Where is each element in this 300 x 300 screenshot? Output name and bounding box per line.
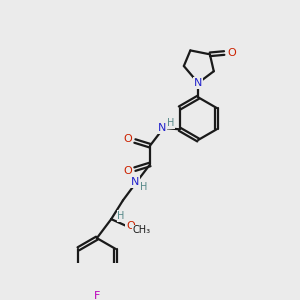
Text: O: O: [124, 134, 132, 144]
Text: CH₃: CH₃: [133, 225, 151, 235]
Text: N: N: [194, 78, 202, 88]
Text: F: F: [94, 291, 100, 300]
Text: N: N: [131, 177, 139, 187]
Text: O: O: [227, 48, 236, 58]
Text: O: O: [124, 166, 132, 176]
Text: H: H: [167, 118, 174, 128]
Text: H: H: [140, 182, 147, 192]
Text: O: O: [126, 221, 135, 231]
Text: H: H: [117, 211, 125, 221]
Text: N: N: [158, 123, 166, 133]
